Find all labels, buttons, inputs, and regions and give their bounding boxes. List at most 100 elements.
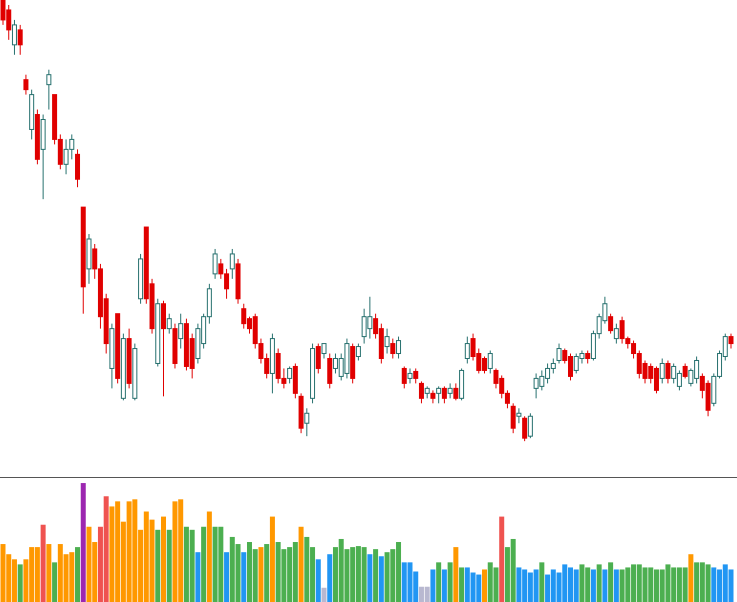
candle-body [287,367,293,379]
candle-body [510,405,516,429]
volume-bar [711,567,717,602]
candle-body [625,338,631,345]
candle-body [166,318,172,330]
volume-bar [613,569,619,602]
volume-bar [287,547,293,602]
volume-bar [361,547,367,602]
candle-body [453,387,459,399]
volume-bar [321,587,327,602]
volume-bar [688,554,694,602]
candle-body [327,358,333,384]
volume-bar [717,569,723,602]
volume-bar [659,569,665,602]
candle-body [418,382,424,399]
volume-bar [596,564,602,602]
candle-body [533,377,539,389]
candle-body [522,417,528,439]
candle-body [631,343,637,355]
candle-body [264,358,270,374]
volume-bar [516,567,522,602]
candle-body [717,353,723,377]
volume-bar [34,547,40,602]
candle-body [6,9,12,31]
candle-body [97,268,103,318]
candle-body [80,206,86,288]
candle-body [161,303,167,330]
candle-body [52,94,58,140]
candle-body [172,328,178,364]
candle-body [682,365,688,377]
volume-bar [115,501,121,602]
volume-bar [459,567,465,602]
volume-bar [161,516,167,602]
volume-bar [298,526,304,602]
volume-bar [63,554,69,602]
candle-body [338,358,344,377]
volume-bar [166,529,172,602]
volume-bar [676,567,682,602]
candle-body [304,412,310,424]
volume-bar [464,567,470,602]
volume-bar [522,569,528,602]
volume-bar [699,562,705,602]
candle-body [126,338,132,384]
volume-bar [390,549,396,602]
volume-bar [533,569,539,602]
volume-bar [235,544,241,602]
volume-bar [642,567,648,602]
candle-body [143,226,149,300]
volume-bar [212,526,218,602]
candle-body [17,29,23,46]
volume-bar [470,572,476,602]
candle-body [430,392,436,399]
candle-body [34,114,40,160]
candle-body [447,387,453,394]
candle-body [728,336,734,345]
candle-body [373,318,379,335]
volume-bar [728,569,734,602]
volume-bar [0,544,6,602]
volume-bar [69,552,75,602]
volume-bar [344,549,350,602]
candle-body [40,119,46,150]
volume-bar [705,564,711,602]
candle-body [390,343,396,355]
candle-body [195,328,201,359]
volume-bar [52,562,58,602]
candle-body [648,365,654,379]
candle-body [441,387,447,399]
candle-body [235,263,241,300]
volume-bar [183,526,189,602]
candle-body [396,340,402,355]
candle-body [69,138,75,150]
candle-body [189,338,195,369]
candle-body [504,392,510,404]
candle-body [694,359,700,379]
candle-body [310,348,316,399]
candle-body [493,369,499,384]
candle-body [155,303,161,364]
volume-bar [224,552,230,602]
volume-bar [29,547,35,602]
volume-bar [625,567,631,602]
volume-bar [103,496,109,602]
volume-bar [11,559,17,602]
candle-body [149,283,155,330]
volume-bar [453,547,459,602]
candle-body [516,412,522,417]
volume-bar [246,542,252,602]
candle-body [482,358,488,371]
candle-body [46,74,52,86]
candle-body [183,323,189,367]
volume-bar [430,569,436,602]
volume-bar [120,521,126,602]
volume-bar [264,544,270,602]
volume-bar [6,554,12,602]
volume-bar [252,549,258,602]
candle-body [367,316,373,330]
candle-body [539,375,545,387]
volume-bar [694,562,700,602]
candle-body [579,353,585,360]
candle-body [29,94,35,130]
